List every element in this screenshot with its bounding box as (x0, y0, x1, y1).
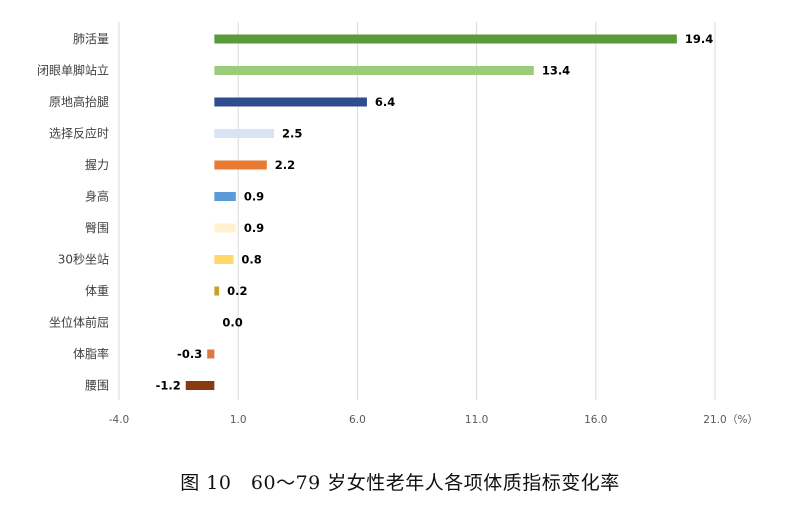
gridlines (118, 22, 716, 400)
bar (214, 192, 236, 201)
category-label: 选择反应时 (49, 126, 109, 141)
figure-caption: 图 10 60～79 岁女性老年人各项体质指标变化率 (180, 472, 620, 494)
data-label: 0.8 (241, 253, 261, 267)
category-label: 体重 (85, 284, 109, 298)
bar (214, 160, 267, 170)
bar (214, 66, 534, 75)
category-label: 闭眼单脚站立 (37, 63, 109, 78)
bar (207, 349, 215, 359)
category-label: 臀围 (85, 221, 109, 235)
value-labels: 19.4 13.4 6.4 2.5 2.2 0.9 0.9 0.8 0.2 0.0 -0.3 -1.2 (156, 32, 714, 393)
category-label: 肺活量 (73, 32, 109, 46)
data-label: 0.9 (244, 190, 264, 204)
category-label: 原地高抬腿 (49, 94, 109, 109)
category-label: 30秒坐站 (58, 253, 109, 267)
unit-label: （%） (727, 414, 758, 426)
bar (214, 286, 220, 296)
x-tick-label: 21.0 (703, 414, 726, 426)
category-label: 体脂率 (73, 346, 109, 361)
category-label: 身高 (85, 189, 109, 204)
bar (214, 255, 234, 264)
data-label: 13.4 (542, 64, 570, 78)
x-tick-label: -4.0 (109, 414, 130, 426)
x-tick-label: 1.0 (230, 414, 247, 426)
x-tick-label: 6.0 (349, 414, 366, 426)
bar (214, 34, 677, 44)
data-label: -0.3 (177, 347, 202, 361)
bars (185, 34, 677, 390)
bar (185, 381, 215, 390)
category-label: 腰围 (85, 379, 109, 393)
data-label: -1.2 (156, 379, 181, 393)
data-label: 0.2 (227, 284, 247, 298)
x-tick-label: 11.0 (465, 414, 488, 426)
x-tick-labels: -4.0 1.0 6.0 11.0 16.0 21.0 (109, 414, 727, 426)
bar (214, 223, 236, 233)
data-label: 6.4 (375, 95, 395, 109)
data-label: 19.4 (685, 32, 713, 46)
category-label: 坐位体前屈 (49, 315, 109, 330)
x-tick-label: 16.0 (584, 414, 607, 426)
data-label: 0.9 (244, 221, 264, 235)
data-label: 2.5 (282, 127, 302, 141)
category-label: 握力 (85, 157, 109, 172)
data-label: 2.2 (275, 158, 295, 172)
bar (214, 129, 274, 138)
bar (214, 97, 367, 107)
data-label: 0.0 (222, 316, 242, 330)
chart-area: 肺活量闭眼单脚站立原地高抬腿选择反应时握力身高臀围 30秒坐站体重坐位体前屈体脂率… (37, 22, 758, 426)
